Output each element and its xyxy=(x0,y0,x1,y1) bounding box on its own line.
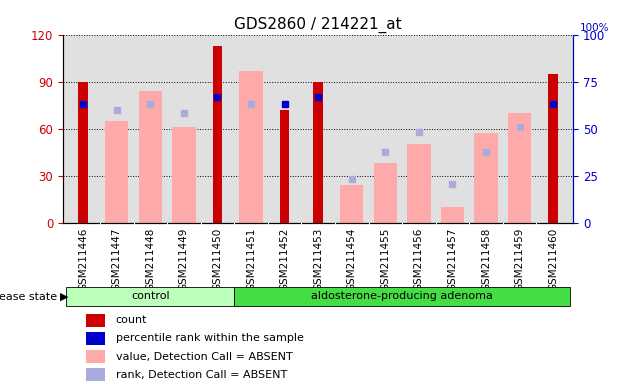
Text: GSM211460: GSM211460 xyxy=(548,228,558,291)
Bar xyxy=(86,368,105,381)
Text: disease state: disease state xyxy=(0,291,57,302)
Text: GSM211449: GSM211449 xyxy=(179,228,189,291)
Bar xyxy=(374,163,397,223)
Bar xyxy=(86,350,105,363)
Text: GSM211452: GSM211452 xyxy=(280,228,290,291)
Text: rank, Detection Call = ABSENT: rank, Detection Call = ABSENT xyxy=(116,370,287,380)
Text: aldosterone-producing adenoma: aldosterone-producing adenoma xyxy=(311,291,493,301)
Bar xyxy=(239,71,263,223)
Text: GSM211451: GSM211451 xyxy=(246,228,256,291)
Text: GSM211453: GSM211453 xyxy=(313,228,323,291)
Bar xyxy=(213,46,222,223)
Bar xyxy=(172,127,195,223)
Bar xyxy=(86,332,105,345)
Bar xyxy=(280,110,289,223)
Bar xyxy=(474,133,498,223)
Bar xyxy=(105,121,129,223)
Bar xyxy=(139,91,162,223)
Bar xyxy=(407,144,431,223)
Text: GSM211457: GSM211457 xyxy=(447,228,457,291)
Text: GSM211450: GSM211450 xyxy=(212,228,222,291)
Bar xyxy=(314,82,323,223)
Text: count: count xyxy=(116,315,147,325)
Text: GSM211455: GSM211455 xyxy=(381,228,391,291)
Bar xyxy=(340,185,364,223)
Text: GSM211459: GSM211459 xyxy=(515,228,525,291)
Text: GSM211454: GSM211454 xyxy=(346,228,357,291)
Bar xyxy=(549,74,558,223)
Text: ▶: ▶ xyxy=(60,291,68,302)
FancyBboxPatch shape xyxy=(234,287,570,306)
Text: GSM211448: GSM211448 xyxy=(146,228,155,291)
Bar xyxy=(86,314,105,327)
Text: GSM211458: GSM211458 xyxy=(481,228,491,291)
Text: GSM211446: GSM211446 xyxy=(78,228,88,291)
Bar xyxy=(79,82,88,223)
Text: GSM211447: GSM211447 xyxy=(112,228,122,291)
Bar xyxy=(508,113,531,223)
Text: percentile rank within the sample: percentile rank within the sample xyxy=(116,333,304,343)
Bar xyxy=(441,207,464,223)
Text: 100%: 100% xyxy=(580,23,609,33)
FancyBboxPatch shape xyxy=(66,287,234,306)
Text: value, Detection Call = ABSENT: value, Detection Call = ABSENT xyxy=(116,352,292,362)
Title: GDS2860 / 214221_at: GDS2860 / 214221_at xyxy=(234,17,402,33)
Text: GSM211456: GSM211456 xyxy=(414,228,424,291)
Text: control: control xyxy=(131,291,169,301)
